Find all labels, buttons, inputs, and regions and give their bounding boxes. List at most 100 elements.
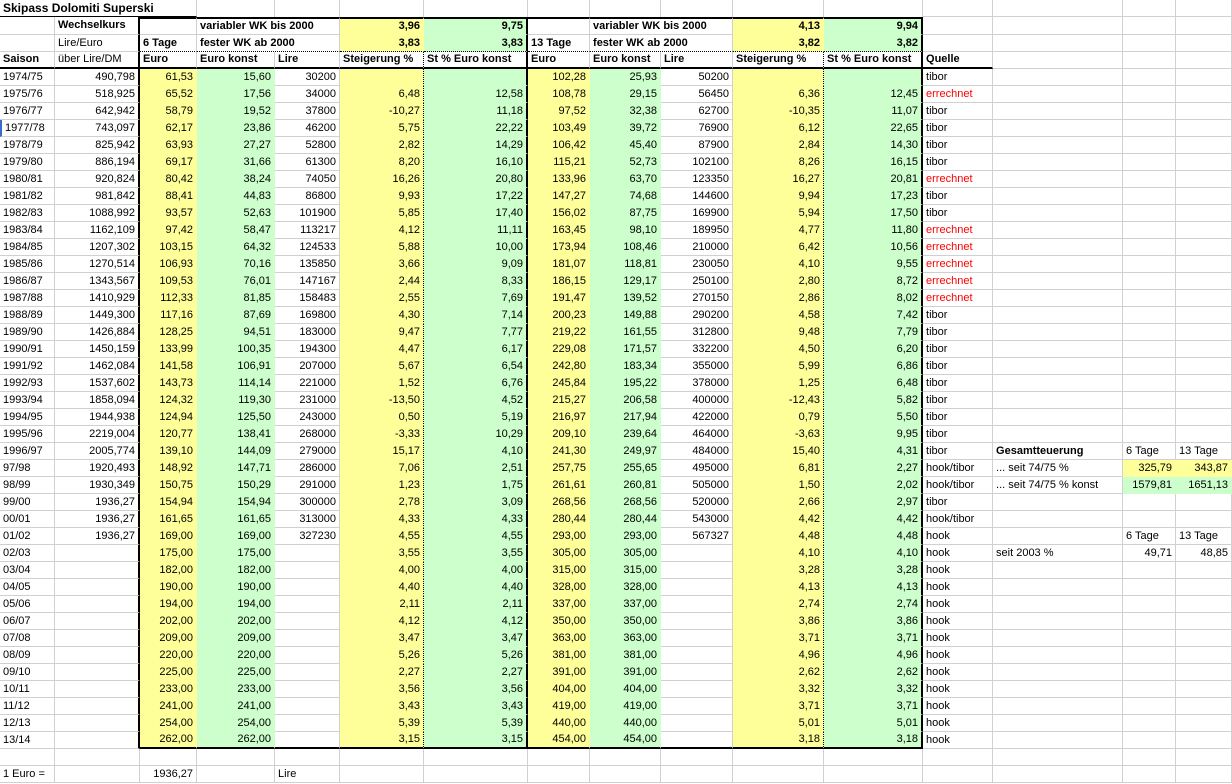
empty-cell[interactable] [1123,681,1177,698]
cell-lire-6t[interactable]: 86800 [275,188,341,205]
empty-cell[interactable] [1123,596,1177,613]
cell-st-euro-konst-13t[interactable]: 12,45 [824,86,924,103]
cell-ueber-lire-dm[interactable]: 1270,514 [55,256,140,273]
empty-cell[interactable] [993,375,1124,392]
col-header-st-euro-konst-6t[interactable]: St % Euro konst [424,52,529,69]
cell-quelle[interactable]: tibor [923,137,994,154]
cell-st-euro-konst-13t[interactable] [824,69,924,86]
cell-st-euro-konst-13t[interactable]: 17,23 [824,188,924,205]
footer-value[interactable]: 1936,27 [140,766,198,783]
cell-ueber-lire-dm[interactable] [55,613,140,630]
cell-st-euro-konst-6t[interactable]: 4,00 [424,562,529,579]
cell-euro-konst-6t[interactable]: 81,85 [197,290,276,307]
cell-euro-konst-13t[interactable]: 149,88 [590,307,662,324]
cell-quelle[interactable]: tibor [923,375,994,392]
cell-euro-6t[interactable]: 133,99 [140,341,198,358]
cell-euro-13t[interactable]: 404,00 [528,681,591,698]
cell-euro-konst-6t[interactable]: 31,66 [197,154,276,171]
empty-cell[interactable] [993,494,1124,511]
empty-cell[interactable] [1123,409,1177,426]
cell-steigerung-13t[interactable] [733,69,825,86]
cell-ueber-lire-dm[interactable]: 886,194 [55,154,140,171]
col-header-euro-konst-13t[interactable]: Euro konst [590,52,662,69]
cell-saison[interactable]: 1984/85 [0,239,55,256]
empty-cell[interactable] [1123,647,1177,664]
cell-euro-konst-13t[interactable]: 171,57 [590,341,662,358]
empty-cell[interactable] [993,392,1124,409]
cell-lire-13t[interactable] [661,698,734,715]
empty-cell[interactable] [923,749,994,766]
empty-cell[interactable] [824,0,924,17]
tage-label-6t[interactable]: 6 Tage [140,35,198,52]
cell-euro-konst-6t[interactable]: 262,00 [197,732,276,749]
cell-euro-13t[interactable]: 419,00 [528,698,591,715]
empty-cell[interactable] [590,766,662,783]
cell-st-euro-konst-13t[interactable]: 3,86 [824,613,924,630]
empty-cell[interactable] [1123,307,1177,324]
cell-lire-13t[interactable]: 355000 [661,358,734,375]
col-header-quelle[interactable]: Quelle [923,52,994,69]
cell-saison[interactable]: 98/99 [0,477,55,494]
cell-euro-konst-13t[interactable]: 217,94 [590,409,662,426]
page-title[interactable]: Skipass Dolomiti Superski [0,0,198,17]
cell-euro-6t[interactable]: 154,94 [140,494,198,511]
cell-st-euro-konst-6t[interactable]: 4,55 [424,528,529,545]
cell-ueber-lire-dm[interactable]: 1858,094 [55,392,140,409]
cell-steigerung-13t[interactable]: 3,71 [733,698,825,715]
cell-quelle[interactable]: tibor [923,392,994,409]
cell-steigerung-13t[interactable]: -10,35 [733,103,825,120]
gesamt-konst-13t[interactable]: 1651,13 [1176,477,1232,494]
cell-steigerung-6t[interactable]: 3,56 [340,681,425,698]
cell-ueber-lire-dm[interactable] [55,562,140,579]
cell-lire-6t[interactable] [275,613,341,630]
empty-cell[interactable] [993,239,1124,256]
cell-st-euro-konst-6t[interactable]: 3,56 [424,681,529,698]
cell-lire-6t[interactable]: 300000 [275,494,341,511]
empty-cell[interactable] [993,647,1124,664]
cell-euro-konst-13t[interactable]: 32,38 [590,103,662,120]
cell-euro-konst-6t[interactable]: 106,91 [197,358,276,375]
cell-euro-konst-6t[interactable]: 94,51 [197,324,276,341]
empty-cell[interactable] [1123,715,1177,732]
cell-quelle[interactable]: tibor [923,103,994,120]
cell-euro-konst-6t[interactable]: 225,00 [197,664,276,681]
empty-cell[interactable] [993,409,1124,426]
cell-euro-konst-6t[interactable]: 76,01 [197,273,276,290]
cell-quelle[interactable]: hook [923,528,994,545]
cell-ueber-lire-dm[interactable]: 1944,938 [55,409,140,426]
cell-euro-konst-6t[interactable]: 220,00 [197,647,276,664]
empty-cell[interactable] [1123,256,1177,273]
cell-saison[interactable]: 09/10 [0,664,55,681]
cell-lire-6t[interactable] [275,596,341,613]
cell-lire-6t[interactable] [275,545,341,562]
cell-saison[interactable]: 1980/81 [0,171,55,188]
cell-euro-konst-13t[interactable]: 280,44 [590,511,662,528]
gesamt-col-6tage[interactable]: 6 Tage [1123,443,1177,460]
cell-steigerung-13t[interactable]: 3,18 [733,732,825,749]
cell-lire-13t[interactable] [661,630,734,647]
empty-cell[interactable] [993,222,1124,239]
cell-lire-6t[interactable]: 147167 [275,273,341,290]
cell-quelle[interactable]: hook/tibor [923,460,994,477]
cell-lire-6t[interactable] [275,579,341,596]
empty-cell[interactable] [1123,358,1177,375]
cell-st-euro-konst-13t[interactable]: 3,71 [824,630,924,647]
empty-cell[interactable] [1176,766,1232,783]
cell-euro-konst-6t[interactable]: 17,56 [197,86,276,103]
empty-cell[interactable] [424,766,529,783]
cell-lire-6t[interactable]: 279000 [275,443,341,460]
cell-steigerung-6t[interactable]: 4,55 [340,528,425,545]
cell-saison[interactable]: 1985/86 [0,256,55,273]
cell-steigerung-6t[interactable]: 4,12 [340,613,425,630]
cell-steigerung-13t[interactable]: 9,48 [733,324,825,341]
empty-cell[interactable] [1176,613,1232,630]
cell-st-euro-konst-6t[interactable]: 20,80 [424,171,529,188]
cell-euro-6t[interactable]: 58,79 [140,103,198,120]
cell-euro-13t[interactable]: 173,94 [528,239,591,256]
cell-saison[interactable]: 97/98 [0,460,55,477]
cell-ueber-lire-dm[interactable]: 1162,109 [55,222,140,239]
cell-st-euro-konst-13t[interactable]: 9,95 [824,426,924,443]
cell-ueber-lire-dm[interactable] [55,715,140,732]
cell-euro-konst-13t[interactable]: 183,34 [590,358,662,375]
cell-ueber-lire-dm[interactable]: 1449,300 [55,307,140,324]
